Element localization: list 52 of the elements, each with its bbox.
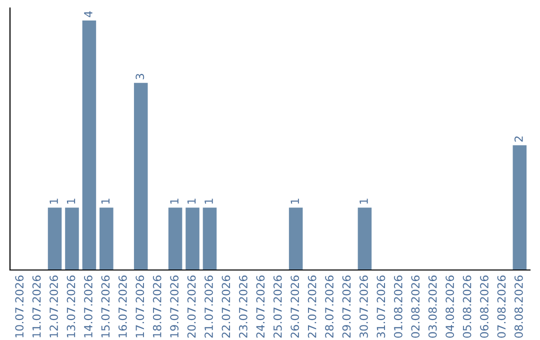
x-tick-label: 28.07.2026 [325, 276, 334, 338]
x-tick-label: 19.07.2026 [170, 276, 179, 338]
bar [134, 82, 148, 270]
x-tick-label: 24.07.2026 [256, 276, 265, 338]
bar [202, 208, 217, 270]
x-tick-label: 03.08.2026 [428, 276, 437, 338]
data-label: 1 [66, 198, 76, 204]
x-tick-label: 06.08.2026 [480, 276, 488, 338]
data-label: 1 [50, 198, 58, 204]
x-tick-label: 11.07.2026 [32, 276, 41, 338]
x-tick-label: 22.07.2026 [222, 276, 230, 338]
bar [186, 208, 200, 270]
bar [168, 208, 182, 270]
bar [65, 208, 79, 270]
x-tick-label: 16.07.2026 [118, 276, 127, 338]
data-label: 3 [136, 74, 144, 80]
bar [288, 208, 303, 270]
x-tick-label: 07.08.2026 [497, 276, 506, 338]
data-label: 4 [84, 11, 92, 18]
x-tick-label: 04.08.2026 [446, 276, 454, 338]
bar [512, 145, 527, 270]
data-label: 1 [101, 198, 110, 204]
data-label: 1 [204, 198, 213, 204]
bar [82, 20, 96, 270]
x-tick-label: 02.08.2026 [411, 276, 420, 338]
x-tick-label: 21.07.2026 [204, 276, 213, 338]
x-tick-label: 26.07.2026 [290, 276, 300, 338]
bar [48, 208, 62, 270]
data-label: 1 [360, 198, 368, 204]
x-tick-label: 14.07.2026 [84, 276, 92, 338]
x-tick-label: 05.08.2026 [462, 276, 472, 338]
x-tick-label: 18.07.2026 [152, 276, 162, 338]
x-tick-label: 29.07.2026 [342, 276, 351, 338]
bar [358, 208, 372, 270]
data-label: 2 [514, 136, 523, 142]
x-tick-label: 27.07.2026 [308, 276, 316, 338]
x-tick-label: 13.07.2026 [66, 276, 76, 338]
x-tick-label: 01.08.2026 [394, 276, 402, 338]
bar [100, 208, 114, 270]
x-tick-label: 30.07.2026 [360, 276, 368, 338]
x-tick-label: 25.07.2026 [273, 276, 282, 338]
x-tick-label: 17.07.2026 [136, 276, 144, 338]
x-tick-label: 10.07.2026 [15, 276, 24, 338]
x-tick-label: 20.07.2026 [187, 276, 196, 338]
data-label: 1 [290, 198, 299, 204]
x-tick-label: 31.07.2026 [376, 276, 386, 338]
x-tick-label: 08.08.2026 [514, 276, 523, 338]
data-label: 1 [170, 198, 178, 204]
x-tick-label: 12.07.2026 [50, 276, 58, 338]
x-tick-label: 15.07.2026 [101, 276, 110, 338]
x-tick-label: 23.07.2026 [238, 276, 248, 338]
data-label: 1 [187, 198, 196, 204]
